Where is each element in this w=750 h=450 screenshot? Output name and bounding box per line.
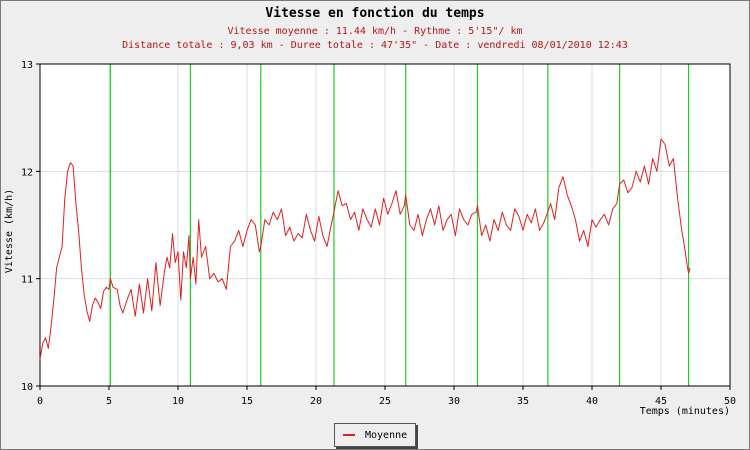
legend: Moyenne: [334, 423, 416, 447]
x-tick-label: 20: [310, 396, 322, 407]
x-tick-label: 15: [241, 396, 253, 407]
axis-ticks: 0 5 10 15 20 25 30 35 40 45 50 10 11 12 13: [21, 60, 736, 407]
x-tick-label: 40: [586, 396, 598, 407]
series-line-moyenne: [39, 138, 691, 360]
chart-subtitle-summary: Vitesse moyenne : 11.44 km/h - Rythme : …: [227, 26, 522, 37]
series-lines: [39, 138, 691, 360]
x-tick-label: 30: [448, 396, 460, 407]
x-tick-label: 0: [37, 396, 43, 407]
x-tick-label: 45: [655, 396, 667, 407]
kilometer-markers: [109, 64, 690, 386]
y-tick-label: 12: [21, 167, 33, 178]
y-tick-label: 11: [21, 275, 33, 286]
x-tick-label: 5: [106, 396, 112, 407]
x-tick-label: 50: [724, 396, 736, 407]
x-tick-label: 25: [379, 396, 391, 407]
x-tick-label: 10: [172, 396, 184, 407]
y-axis-label: Vitesse (km/h): [4, 189, 15, 273]
y-tick-label: 13: [21, 60, 33, 71]
chart-title: Vitesse en fonction du temps: [265, 6, 484, 21]
y-tick-label: 10: [21, 382, 33, 393]
chart-subtitle-details: Distance totale : 9,03 km - Duree totale…: [122, 40, 628, 51]
x-axis-label: Temps (minutes): [640, 406, 730, 417]
legend-swatch-moyenne: [343, 434, 355, 436]
x-tick-label: 35: [517, 396, 529, 407]
legend-label-moyenne: Moyenne: [365, 429, 408, 441]
